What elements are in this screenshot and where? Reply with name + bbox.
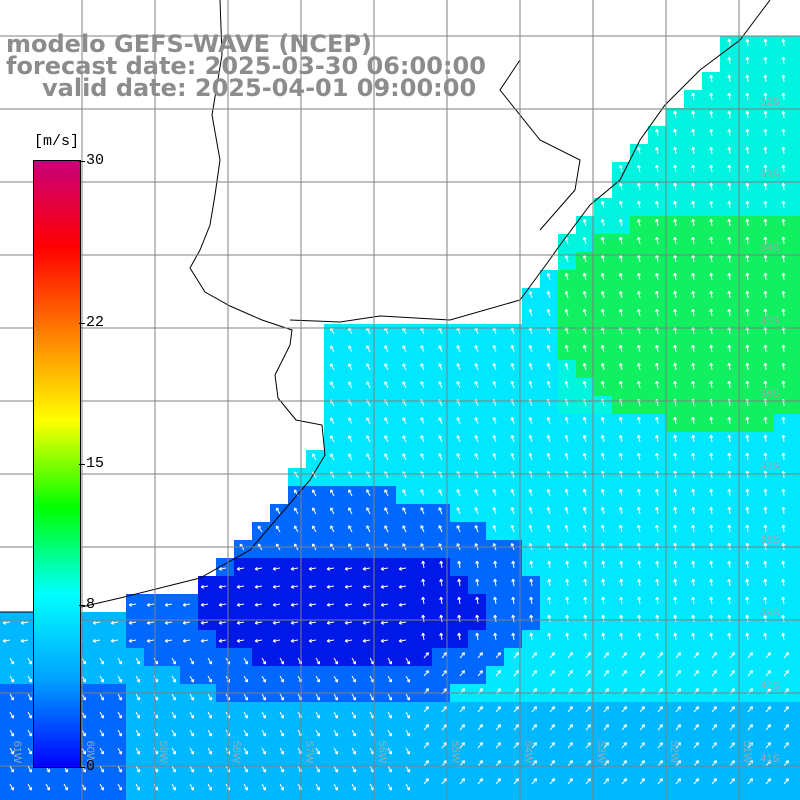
- colorbar-tick-label: 15: [86, 455, 105, 472]
- colorbar-unit: [m/s]: [34, 133, 80, 150]
- lon-label: 54W: [522, 741, 534, 764]
- lat-label: 41S: [760, 753, 780, 765]
- lon-label: 58W: [230, 741, 242, 764]
- lon-label: 51W: [741, 741, 753, 764]
- lat-label: 38S: [760, 534, 780, 546]
- colorbar-tick: [79, 767, 85, 768]
- lat-label: 40S: [760, 680, 780, 692]
- lon-label: 52W: [668, 741, 680, 764]
- colorbar-tick: [79, 322, 85, 324]
- colorbar-tick: [79, 605, 85, 607]
- lon-label: 55W: [449, 741, 461, 764]
- colorbar-tick: [79, 161, 85, 162]
- lat-label: 39S: [760, 607, 780, 619]
- lon-label: 60W: [84, 741, 96, 764]
- lat-label: 37S: [760, 461, 780, 473]
- wind-speed-field: [0, 36, 800, 800]
- lat-label: 32S: [760, 96, 780, 108]
- lat-label: 34S: [760, 242, 780, 254]
- colorbar-gradient: [34, 161, 80, 767]
- wind-arrows: [2, 38, 789, 791]
- lon-label: 56W: [376, 741, 388, 764]
- lat-label: 35S: [760, 315, 780, 327]
- lat-label: 33S: [760, 169, 780, 181]
- lat-label: 36S: [760, 388, 780, 400]
- graticule-labels: 32S 33S 34S 35S 36S 37S 38S 39S 40S 41S 61W 60W 59W 5…: [11, 96, 780, 765]
- title-model: modelo GEFS-WAVE (NCEP): [6, 30, 372, 58]
- colorbar-tick-label: 30: [86, 152, 105, 169]
- lon-label: 59W: [157, 741, 169, 764]
- title-valid-date: valid date: 2025-04-01 09:00:00: [42, 74, 477, 102]
- colorbar-tick-label: 22: [86, 313, 105, 331]
- lon-label: 53W: [595, 741, 607, 764]
- colorbar-tick-label: 8: [86, 596, 96, 614]
- colorbar-tick-label: 0: [86, 758, 96, 775]
- colorbar: [33, 160, 81, 768]
- title-forecast-date: forecast date: 2025-03-30 06:00:00: [6, 52, 486, 80]
- lon-label: 57W: [303, 741, 315, 764]
- lon-label: 61W: [11, 741, 23, 764]
- colorbar-tick: [79, 464, 85, 465]
